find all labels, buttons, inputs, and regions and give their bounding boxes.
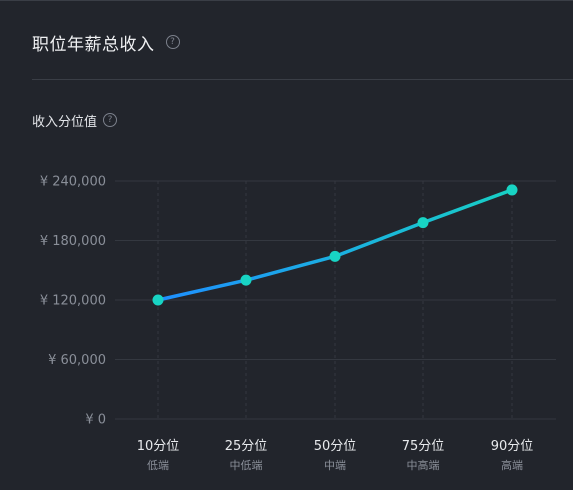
x-tick-sublabel: 低端 bbox=[147, 459, 169, 472]
header-divider bbox=[32, 79, 573, 80]
section-help-icon[interactable]: ? bbox=[103, 113, 118, 127]
x-tick-label: 25分位 bbox=[225, 439, 268, 454]
y-tick-label: ¥ 180,000 bbox=[40, 234, 106, 249]
page-title: 职位年薪总收入 bbox=[32, 34, 155, 55]
percentile-line-chart: ¥ 0 ¥ 60,000 ¥ 120,000 ¥ 180,000 ¥ 240,000 1… bbox=[40, 175, 556, 472]
data-point[interactable] bbox=[506, 184, 518, 196]
x-tick-sublabel: 中高端 bbox=[407, 458, 440, 472]
y-tick-label: ¥ 0 bbox=[85, 413, 106, 428]
help-icon[interactable]: ? bbox=[165, 35, 180, 49]
section-title: 收入分位值 bbox=[32, 114, 98, 130]
section-header: 收入分位值 ? bbox=[32, 110, 118, 130]
x-tick-sublabel: 高端 bbox=[501, 458, 523, 472]
x-tick-label: 50分位 bbox=[314, 439, 357, 454]
y-tick-label: ¥ 240,000 bbox=[40, 175, 106, 190]
x-tick-label: 10分位 bbox=[137, 439, 180, 454]
x-tick-label: 75分位 bbox=[402, 439, 445, 454]
x-tick-sublabel: 中端 bbox=[324, 459, 346, 472]
data-point[interactable] bbox=[152, 294, 164, 306]
data-point[interactable] bbox=[240, 274, 252, 286]
data-point[interactable] bbox=[329, 250, 341, 262]
top-border bbox=[0, 0, 573, 1]
data-point[interactable] bbox=[417, 217, 429, 229]
card-header: 职位年薪总收入 ? bbox=[32, 28, 180, 56]
x-tick-label: 90分位 bbox=[491, 439, 534, 454]
y-tick-label: ¥ 60,000 bbox=[48, 353, 106, 368]
y-tick-label: ¥ 120,000 bbox=[40, 294, 106, 309]
x-tick-sublabel: 中低端 bbox=[230, 459, 263, 472]
